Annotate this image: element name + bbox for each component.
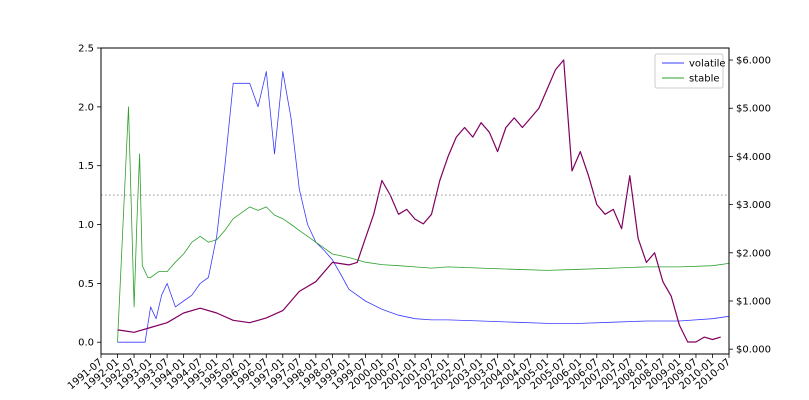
y-right-tick-label: $1.000 — [736, 296, 771, 307]
y-right-tick-label: $0.000 — [736, 345, 771, 356]
y-left-tick-label: 1.0 — [78, 220, 94, 231]
series-layer — [117, 59, 730, 343]
y-right-tick-label: $2.000 — [736, 248, 771, 259]
plot-frame — [100, 47, 730, 355]
y-left-tick-label: 0.0 — [78, 338, 94, 349]
series-line-price — [117, 59, 721, 343]
legend-label-stable: stable — [689, 74, 720, 85]
series-line-volatile — [117, 71, 730, 343]
y-left-tick-label: 2.5 — [78, 44, 94, 55]
y-right-tick-label: $6.000 — [736, 56, 771, 67]
y-right-tick-label: $4.000 — [736, 152, 771, 163]
axis-layer: 0.0 0.5 1.0 1.5 2.0 2.5 $0.000 $1.000 $2.000 $3.0… — [66, 44, 771, 393]
series-line-stable — [117, 106, 730, 343]
y-right-tick-label: $3.000 — [736, 200, 771, 211]
y-left-tick-label: 2.0 — [78, 102, 94, 113]
legend: volatile stable — [654, 53, 726, 89]
y-left-tick-label: 0.5 — [78, 279, 94, 290]
y-left-tick-label: 1.5 — [78, 161, 94, 172]
legend-label-volatile: volatile — [689, 59, 726, 70]
y-right-tick-label: $5.000 — [736, 104, 771, 115]
